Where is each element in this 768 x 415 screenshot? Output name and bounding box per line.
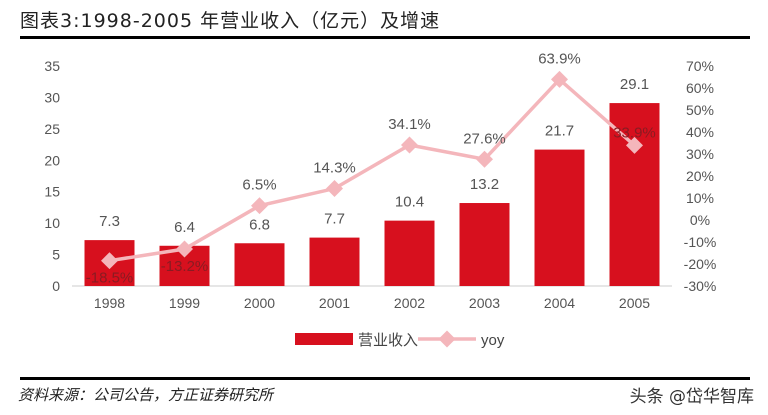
- yoy-label: 33.9%: [613, 124, 656, 141]
- right-tick-label: 0%: [690, 212, 710, 228]
- yoy-point: [476, 150, 493, 168]
- x-tick-label: 1998: [94, 295, 125, 311]
- yoy-point: [551, 70, 568, 88]
- bar: [309, 237, 360, 286]
- yoy-point: [101, 252, 118, 270]
- right-tick-label: -10%: [684, 234, 717, 250]
- x-tick-label: 2002: [394, 295, 425, 311]
- x-tick-label: 2005: [619, 295, 650, 311]
- yoy-label: 14.3%: [313, 160, 356, 177]
- bar: [609, 103, 660, 286]
- legend-label-yoy: yoy: [481, 332, 505, 349]
- yoy-label: 27.6%: [463, 130, 506, 147]
- legend-marker-yoy: [438, 330, 456, 348]
- yoy-point: [176, 240, 193, 258]
- legend-swatch-revenue: [295, 333, 353, 345]
- bar: [534, 149, 585, 286]
- left-tick-label: 35: [44, 58, 60, 74]
- right-tick-label: 10%: [686, 190, 714, 206]
- yoy-point: [626, 136, 643, 154]
- watermark: 头条 @岱华智库: [629, 387, 754, 407]
- bar-label: 7.7: [324, 211, 345, 228]
- left-tick-label: 20: [44, 152, 60, 168]
- legend-label-revenue: 营业收入: [358, 332, 418, 349]
- yoy-line: [109, 76, 636, 263]
- left-tick-label: 30: [44, 89, 60, 105]
- x-tick-label: 2001: [319, 295, 350, 311]
- right-tick-label: -30%: [684, 278, 717, 294]
- left-tick-label: 10: [44, 215, 60, 231]
- x-tick-label: 2000: [244, 295, 275, 311]
- right-tick-label: -20%: [684, 256, 717, 272]
- bar-label: 6.8: [249, 216, 270, 233]
- title-divider: [20, 36, 750, 39]
- x-tick-label: 2004: [544, 295, 575, 311]
- right-tick-label: 40%: [686, 124, 714, 140]
- right-tick-label: 50%: [686, 102, 714, 118]
- yoy-point: [251, 197, 268, 215]
- x-tick-label: 2003: [469, 295, 500, 311]
- chart-title: 图表3:1998-2005 年营业收入（亿元）及增速: [20, 10, 441, 32]
- yoy-label: -18.5%: [86, 270, 134, 287]
- bar: [384, 220, 435, 286]
- right-tick-label: 20%: [686, 168, 714, 184]
- yoy-label: 34.1%: [388, 116, 431, 133]
- yoy-point: [401, 136, 418, 154]
- yoy-label: 63.9%: [538, 50, 581, 67]
- bar-label: 10.4: [395, 194, 424, 211]
- yoy-point: [326, 180, 343, 198]
- source-note: 资料来源：公司公告，方正证券研究所: [18, 386, 274, 404]
- yoy-label: -13.2%: [161, 258, 209, 275]
- bar-label: 6.4: [174, 219, 195, 236]
- left-tick-label: 5: [52, 247, 60, 263]
- left-tick-label: 0: [52, 278, 60, 294]
- right-tick-label: 70%: [686, 58, 714, 74]
- left-tick-label: 15: [44, 184, 60, 200]
- source-divider: [20, 377, 750, 380]
- yoy-label: 6.5%: [242, 177, 276, 194]
- bar: [234, 243, 285, 286]
- bar: [459, 203, 510, 286]
- right-tick-label: 30%: [686, 146, 714, 162]
- x-tick-label: 1999: [169, 295, 200, 311]
- bar-label: 7.3: [99, 213, 120, 230]
- bar-label: 29.1: [620, 76, 649, 93]
- left-tick-label: 25: [44, 121, 60, 137]
- bar-label: 21.7: [545, 123, 574, 140]
- bar-label: 13.2: [470, 176, 499, 193]
- right-tick-label: 60%: [686, 80, 714, 96]
